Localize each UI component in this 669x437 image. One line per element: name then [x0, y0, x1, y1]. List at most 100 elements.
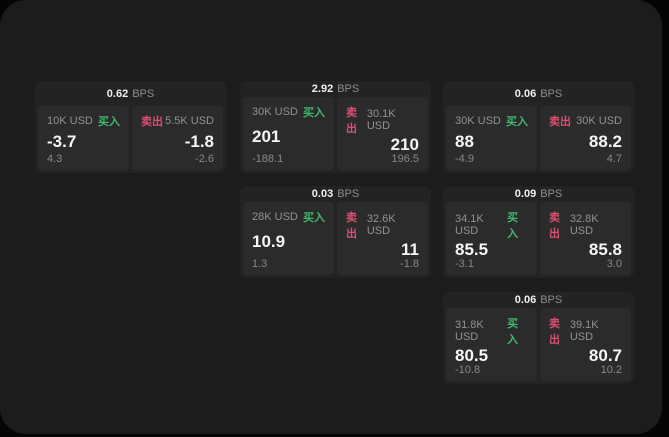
buy-size-label: 30K USD: [455, 115, 501, 127]
buy-price: 80.5: [455, 346, 489, 365]
sell-price: 11: [401, 240, 419, 259]
sell-price: -1.8: [184, 131, 214, 151]
sell-panel[interactable]: 卖出 32.6K USD 11 -1.8: [337, 202, 428, 275]
bps-header: 0.09 BPS: [446, 186, 631, 202]
buy-price: 10.9: [252, 232, 286, 251]
buy-panel[interactable]: 30K USD 买入 88 -4.9: [446, 106, 537, 170]
sell-price: 85.8: [588, 240, 622, 259]
sell-side-label: 卖出: [346, 212, 357, 240]
quote-card: 0.09 BPS 34.1K USD 买入 85.5 -3.1 卖出 32.8K…: [443, 186, 634, 278]
quote-panels: 34.1K USD 买入 85.5 -3.1 卖出 32.8K USD 85.8…: [446, 202, 631, 275]
buy-price: 88: [455, 131, 474, 151]
buy-price: 201: [252, 127, 281, 146]
buy-panel[interactable]: 30K USD 买入 201 -188.1: [243, 97, 334, 170]
quote-card: 2.92 BPS 30K USD 买入 201 -188.1 卖出 30.1K …: [240, 81, 431, 173]
buy-panel[interactable]: 31.8K USD 买入 80.5 -10.8: [446, 308, 537, 381]
sell-size-label: 30K USD: [576, 115, 622, 127]
buy-side-label: 买入: [507, 318, 519, 346]
sell-side-label: 卖出: [549, 116, 571, 128]
quote-panels: 30K USD 买入 201 -188.1 卖出 30.1K USD 210 1…: [243, 97, 428, 170]
buy-panel-top: 10K USD 买入: [47, 113, 120, 129]
sell-skew: -1.8: [400, 258, 419, 270]
sell-side-label: 卖出: [549, 318, 560, 346]
sell-panel-top: 卖出 32.6K USD: [346, 209, 419, 241]
buy-panel[interactable]: 28K USD 买入 10.9 1.3: [243, 202, 334, 275]
sell-side-label: 卖出: [549, 212, 560, 240]
bps-value: 0.62: [106, 87, 129, 100]
buy-skew: 4.3: [47, 153, 63, 165]
sell-size-label: 30.1K USD: [366, 108, 396, 132]
buy-side-label: 买入: [98, 116, 120, 128]
quote-panels: 30K USD 买入 88 -4.9 卖出 30K USD 88.2 4.7: [446, 106, 631, 170]
bps-unit-label: BPS: [337, 83, 360, 95]
bps-value: 2.92: [311, 83, 334, 95]
buy-side-label: 买入: [303, 107, 325, 119]
sell-panel-top: 卖出 5.5K USD: [141, 113, 214, 129]
quote-card: 0.06 BPS 30K USD 买入 88 -4.9 卖出 30K USD 8…: [443, 81, 634, 173]
buy-skew: -3.1: [455, 258, 474, 270]
bps-header: 2.92 BPS: [243, 81, 428, 97]
bps-value: 0.03: [311, 188, 334, 200]
sell-panel[interactable]: 卖出 30.1K USD 210 196.5: [337, 97, 428, 170]
buy-panel-top: 30K USD 买入: [252, 104, 325, 120]
sell-skew: 10.2: [600, 364, 622, 376]
buy-skew: -4.9: [455, 153, 474, 165]
sell-price: 88.2: [588, 131, 622, 151]
bps-value: 0.06: [514, 294, 537, 306]
sell-panel-top: 卖出 30K USD: [549, 113, 622, 129]
buy-skew: -10.8: [455, 364, 481, 376]
buy-panel-top: 30K USD 买入: [455, 113, 528, 129]
bps-value: 0.09: [514, 188, 537, 200]
buy-skew: -188.1: [252, 153, 284, 165]
buy-side-label: 买入: [507, 212, 519, 240]
sell-size-label: 32.8K USD: [569, 213, 599, 237]
buy-size-label: 30K USD: [252, 106, 298, 118]
sell-size-label: 32.6K USD: [366, 213, 396, 237]
sell-size-label: 39.1K USD: [569, 319, 599, 343]
buy-price: -3.7: [47, 131, 77, 151]
buy-panel-top: 28K USD 买入: [252, 209, 325, 225]
bps-unit-label: BPS: [540, 294, 563, 306]
sell-skew: 4.7: [606, 153, 622, 165]
buy-size-label: 28K USD: [252, 211, 298, 223]
buy-panel-top: 34.1K USD 买入: [455, 209, 528, 241]
bps-value: 0.06: [514, 87, 537, 100]
sell-size-label: 5.5K USD: [165, 115, 214, 127]
bps-unit-label: BPS: [540, 188, 563, 200]
quote-panels: 10K USD 买入 -3.7 4.3 卖出 5.5K USD -1.8 -2.…: [38, 106, 223, 170]
sell-price: 210: [390, 135, 419, 154]
sell-skew: 3.0: [606, 258, 622, 270]
sell-panel[interactable]: 卖出 30K USD 88.2 4.7: [540, 106, 631, 170]
buy-price: 85.5: [455, 240, 489, 259]
buy-size-label: 34.1K USD: [455, 213, 484, 237]
quote-card: 0.62 BPS 10K USD 买入 -3.7 4.3 卖出 5.5K USD…: [35, 81, 226, 173]
buy-size-label: 10K USD: [47, 115, 93, 127]
bps-unit-label: BPS: [337, 188, 360, 200]
bps-header: 0.03 BPS: [243, 186, 428, 202]
bps-header: 0.06 BPS: [446, 81, 631, 106]
sell-panel[interactable]: 卖出 5.5K USD -1.8 -2.6: [132, 106, 223, 170]
sell-side-label: 卖出: [141, 116, 163, 128]
sell-skew: -2.6: [195, 153, 214, 165]
sell-panel-top: 卖出 39.1K USD: [549, 315, 622, 347]
bps-header: 0.62 BPS: [38, 81, 223, 106]
sell-panel[interactable]: 卖出 32.8K USD 85.8 3.0: [540, 202, 631, 275]
buy-panel[interactable]: 34.1K USD 买入 85.5 -3.1: [446, 202, 537, 275]
bps-unit-label: BPS: [540, 87, 563, 100]
buy-side-label: 买入: [506, 116, 528, 128]
buy-panel[interactable]: 10K USD 买入 -3.7 4.3: [38, 106, 129, 170]
buy-skew: 1.3: [252, 258, 268, 270]
buy-size-label: 31.8K USD: [455, 319, 484, 343]
sell-price: 80.7: [588, 346, 622, 365]
quote-panels: 31.8K USD 买入 80.5 -10.8 卖出 39.1K USD 80.…: [446, 308, 631, 381]
sell-panel-top: 卖出 30.1K USD: [346, 104, 419, 136]
sell-panel[interactable]: 卖出 39.1K USD 80.7 10.2: [540, 308, 631, 381]
quote-card: 0.03 BPS 28K USD 买入 10.9 1.3 卖出 32.6K US…: [240, 186, 431, 278]
sell-skew: 196.5: [391, 153, 419, 165]
sell-side-label: 卖出: [346, 107, 357, 135]
bps-header: 0.06 BPS: [446, 292, 631, 308]
bps-unit-label: BPS: [132, 87, 155, 100]
buy-side-label: 买入: [303, 212, 325, 224]
sell-panel-top: 卖出 32.8K USD: [549, 209, 622, 241]
